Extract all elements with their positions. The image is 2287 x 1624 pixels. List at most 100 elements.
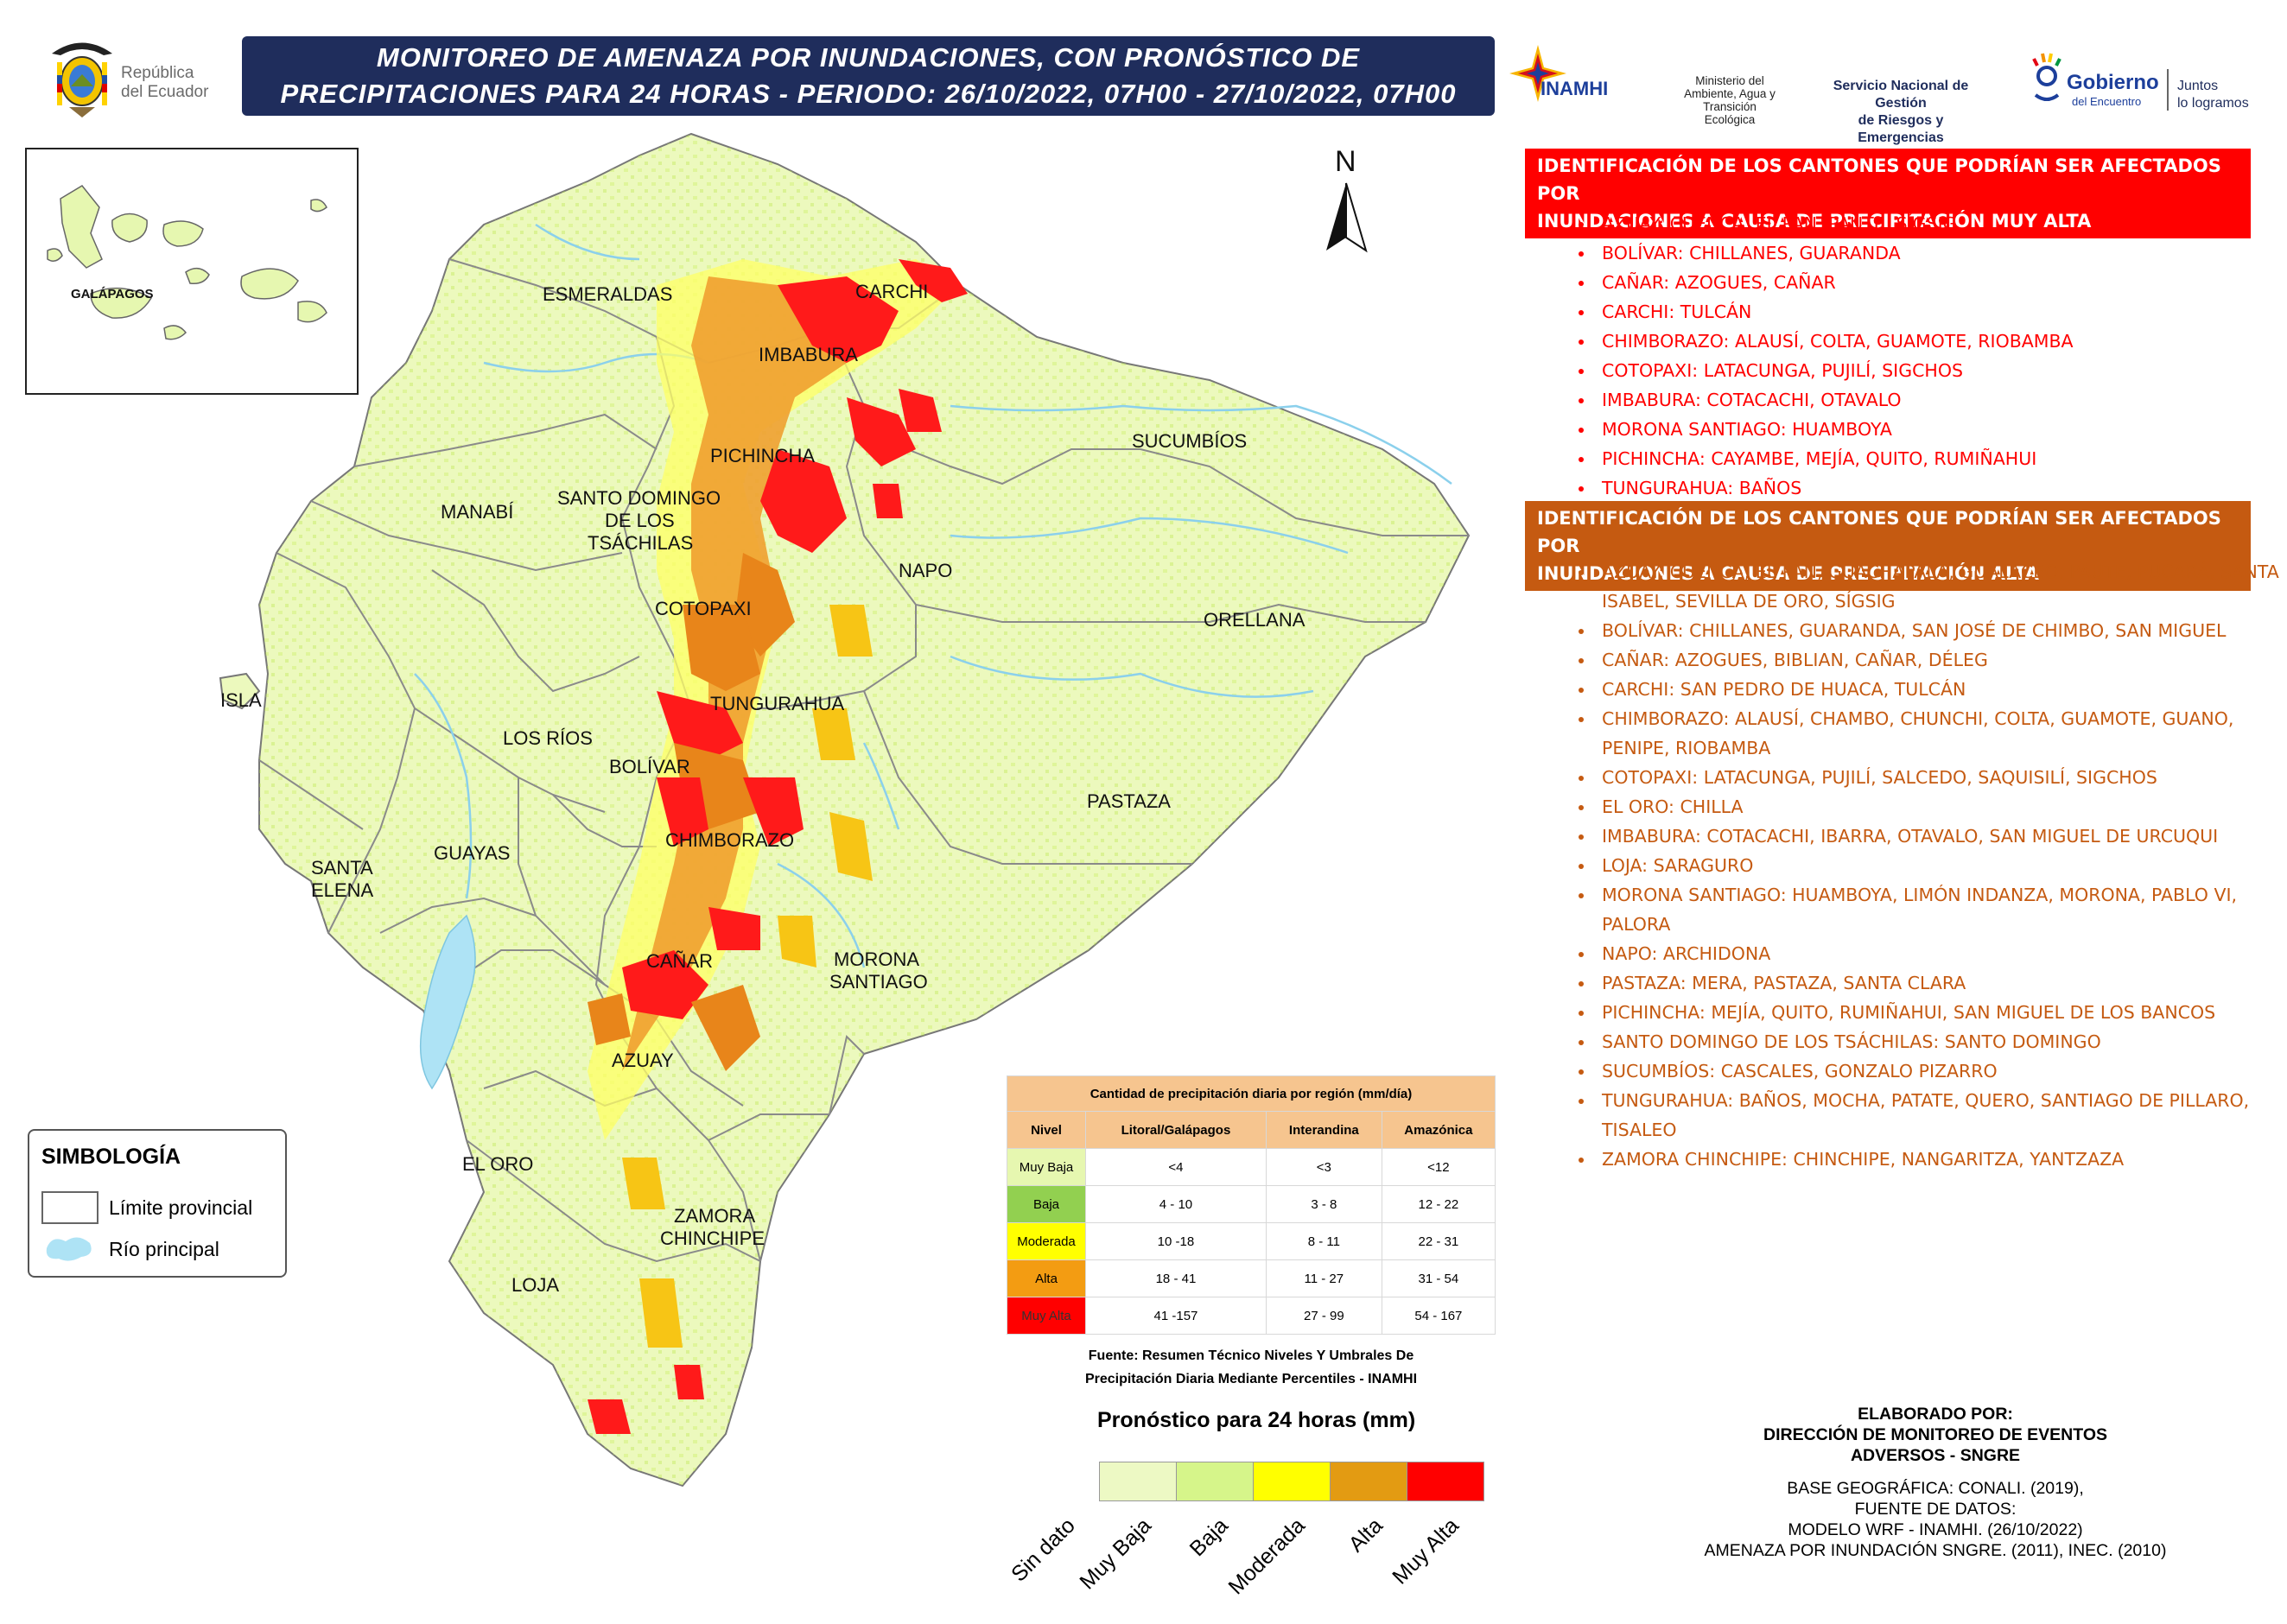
list-item: COTOPAXI: LATACUNGA, PUJILÍ, SALCEDO, SA… bbox=[1595, 763, 2286, 792]
title-line-1: MONITOREO DE AMENAZA POR INUNDACIONES, C… bbox=[376, 42, 1361, 73]
label-napo: NAPO bbox=[899, 560, 952, 581]
level-cell: Moderada bbox=[1007, 1222, 1086, 1260]
list-item: MORONA SANTIAGO: HUAMBOYA bbox=[1595, 415, 2286, 444]
list-item: MORONA SANTIAGO: HUAMBOYA, LIMÓN INDANZA… bbox=[1595, 880, 2286, 939]
list-item: CHIMBORAZO: ALAUSÍ, COLTA, GUAMOTE, RIOB… bbox=[1595, 327, 2286, 356]
inamhi-label: INAMHI bbox=[1541, 78, 1609, 99]
table-source-line-1: Fuente: Resumen Técnico Niveles Y Umbral… bbox=[1088, 1348, 1414, 1363]
level-cell: Muy Alta bbox=[1007, 1297, 1086, 1335]
list-item: NAPO: ARCHIDONA bbox=[1595, 939, 2286, 968]
precipitation-zones bbox=[588, 259, 968, 1434]
col-nivel: Nivel bbox=[1007, 1111, 1086, 1149]
ministerio-line-3: Transición Ecológica bbox=[1703, 100, 1757, 126]
label-guayas: GUAYAS bbox=[434, 842, 510, 864]
gobierno-people-icon bbox=[2032, 53, 2061, 101]
list-item: TUNGURAHUA: BAÑOS, MOCHA, PATATE, QUERO,… bbox=[1595, 1086, 2286, 1145]
country-name: República del Ecuador bbox=[121, 64, 208, 102]
muy-alta-header: IDENTIFICACIÓN DE LOS CANTONES QUE PODRÍ… bbox=[1525, 149, 2251, 238]
province-boundary-label: Límite provincial bbox=[109, 1196, 253, 1219]
value-cell: <3 bbox=[1265, 1148, 1382, 1186]
credits-line-6: MODELO WRF - INAMHI. (26/10/2022) bbox=[1788, 1520, 2083, 1539]
list-item: BOLÍVAR: CHILLANES, GUARANDA bbox=[1595, 238, 2286, 268]
province-labels: ESMERALDAS CARCHI IMBABURA SUCUMBÍOS PIC… bbox=[220, 281, 1305, 1296]
label-carchi: CARCHI bbox=[855, 281, 928, 302]
table-row: Muy Baja <4 <3 <12 bbox=[1007, 1148, 1496, 1186]
sngre-logo: Servicio Nacional de Gestión de Riesgos … bbox=[1814, 78, 1987, 147]
juntos-line-2: lo logramos bbox=[2177, 96, 2249, 111]
galapagos-inset: GALÁPAGOS bbox=[25, 148, 359, 395]
north-arrow-icon: N bbox=[1326, 145, 1368, 253]
col-amazonica: Amazónica bbox=[1381, 1111, 1496, 1149]
list-item: AZUAY: CUENCA, EL PAN, PAUTE, SÍGSIG bbox=[1595, 209, 2286, 238]
credits-line-7: AMENAZA POR INUNDACIÓN SNGRE. (2011), IN… bbox=[1704, 1541, 2167, 1560]
value-cell: 4 - 10 bbox=[1085, 1185, 1267, 1223]
list-item: EL ORO: CHILLA bbox=[1595, 792, 2286, 822]
rivers bbox=[414, 223, 1452, 968]
sngre-line-1: Servicio Nacional de Gestión bbox=[1833, 79, 1969, 111]
table-row: Alta 18 - 41 11 - 27 31 - 54 bbox=[1007, 1259, 1496, 1297]
list-item: ZAMORA CHINCHIPE: CHINCHIPE, NANGARITZA,… bbox=[1595, 1145, 2286, 1174]
color-bar-alta bbox=[1407, 1462, 1484, 1501]
list-item: CARCHI: SAN PEDRO DE HUACA, TULCÁN bbox=[1595, 675, 2286, 704]
level-cell: Muy Baja bbox=[1007, 1148, 1086, 1186]
precipitation-threshold-table: Cantidad de precipitación diaria por reg… bbox=[1007, 1075, 1496, 1335]
map-title: MONITOREO DE AMENAZA POR INUNDACIONES, C… bbox=[242, 36, 1495, 116]
color-bar-baja bbox=[1253, 1462, 1331, 1501]
label-orellana: ORELLANA bbox=[1204, 609, 1305, 631]
list-item: PICHINCHA: CAYAMBE, MEJÍA, QUITO, RUMIÑA… bbox=[1595, 444, 2286, 473]
list-item: LOJA: SARAGURO bbox=[1595, 851, 2286, 880]
label-tungurahua: TUNGURAHUA bbox=[710, 693, 845, 714]
value-cell: <4 bbox=[1085, 1148, 1267, 1186]
ecuador-map: GALÁPAGOS bbox=[25, 132, 1471, 1488]
color-bar-title: Pronóstico para 24 horas (mm) bbox=[1097, 1408, 1416, 1432]
value-cell: 31 - 54 bbox=[1381, 1259, 1496, 1297]
value-cell: 8 - 11 bbox=[1265, 1222, 1382, 1260]
value-cell: <12 bbox=[1381, 1148, 1496, 1186]
label-santo-domingo-1: SANTO DOMINGO bbox=[557, 487, 721, 509]
label-manabi: MANABÍ bbox=[441, 501, 514, 523]
alta-header: IDENTIFICACIÓN DE LOS CANTONES QUE PODRÍ… bbox=[1525, 501, 2251, 591]
table-source: Fuente: Resumen Técnico Niveles Y Umbral… bbox=[1007, 1344, 1496, 1391]
juntos-logo: Juntos lo logramos bbox=[2177, 78, 2249, 112]
list-item: AZUAY: CUENCA, EL PAN, GUACHAPALA, GUALA… bbox=[1595, 557, 2286, 616]
alta-header-line-2: INUNDACIONES A CAUSA DE PRECIPITACIÓN AL… bbox=[1537, 563, 2039, 584]
label-los-rios: LOS RÍOS bbox=[503, 727, 593, 749]
credits-line-1: ELABORADO POR: bbox=[1858, 1405, 2013, 1424]
label-el-oro: EL ORO bbox=[462, 1153, 533, 1175]
label-canar: CAÑAR bbox=[646, 950, 713, 972]
label-pastaza: PASTAZA bbox=[1087, 790, 1171, 812]
level-cell: Alta bbox=[1007, 1259, 1086, 1297]
table-row: Muy Alta 41 -157 27 - 99 54 - 167 bbox=[1007, 1297, 1496, 1335]
label-bolivar: BOLÍVAR bbox=[609, 756, 690, 777]
alta-list: AZUAY: CUENCA, EL PAN, GUACHAPALA, GUALA… bbox=[1571, 557, 2286, 1174]
muy-alta-list: AZUAY: CUENCA, EL PAN, PAUTE, SÍGSIG BOL… bbox=[1571, 209, 2286, 503]
value-cell: 54 - 167 bbox=[1381, 1297, 1496, 1335]
credits-line-5: FUENTE DE DATOS: bbox=[1854, 1500, 2017, 1519]
list-item: IMBABURA: COTACACHI, OTAVALO bbox=[1595, 385, 2286, 415]
river-swatch-icon bbox=[46, 1237, 92, 1261]
province-boundary-swatch bbox=[41, 1191, 98, 1224]
symbology-box: SIMBOLOGÍA Límite provincial Río princip… bbox=[28, 1129, 287, 1278]
col-interandina: Interandina bbox=[1265, 1111, 1382, 1149]
country-line-1: República bbox=[121, 64, 194, 82]
label-zamora-2: CHINCHIPE bbox=[660, 1228, 765, 1249]
list-item: PICHINCHA: MEJÍA, QUITO, RUMIÑAHUI, SAN … bbox=[1595, 998, 2286, 1027]
credits-line-2: DIRECCIÓN DE MONITOREO DE EVENTOS bbox=[1763, 1425, 2107, 1444]
label-santo-domingo-3: TSÁCHILAS bbox=[588, 532, 693, 554]
gobierno-line-2: del Encuentro bbox=[2072, 95, 2142, 108]
list-item: SUCUMBÍOS: CASCALES, GONZALO PIZARRO bbox=[1595, 1056, 2286, 1086]
label-azuay: AZUAY bbox=[612, 1050, 674, 1071]
country-line-2: del Ecuador bbox=[121, 83, 209, 101]
inamhi-star-icon bbox=[1509, 45, 1566, 102]
table-title: Cantidad de precipitación diaria por reg… bbox=[1007, 1075, 1496, 1112]
ministerio-logo: Ministerio del Ambiente, Agua y Transici… bbox=[1678, 74, 1782, 126]
symbology-title: SIMBOLOGÍA bbox=[41, 1145, 181, 1169]
value-cell: 18 - 41 bbox=[1085, 1259, 1267, 1297]
credits-line-4: BASE GEOGRÁFICA: CONALI. (2019), bbox=[1787, 1479, 2084, 1498]
label-esmeraldas: ESMERALDAS bbox=[543, 283, 672, 305]
value-cell: 27 - 99 bbox=[1265, 1297, 1382, 1335]
sngre-line-2: de Riesgos y Emergencias bbox=[1858, 113, 1944, 145]
value-cell: 10 -18 bbox=[1085, 1222, 1267, 1260]
logo-divider bbox=[2167, 69, 2169, 111]
table-row: Moderada 10 -18 8 - 11 22 - 31 bbox=[1007, 1222, 1496, 1260]
